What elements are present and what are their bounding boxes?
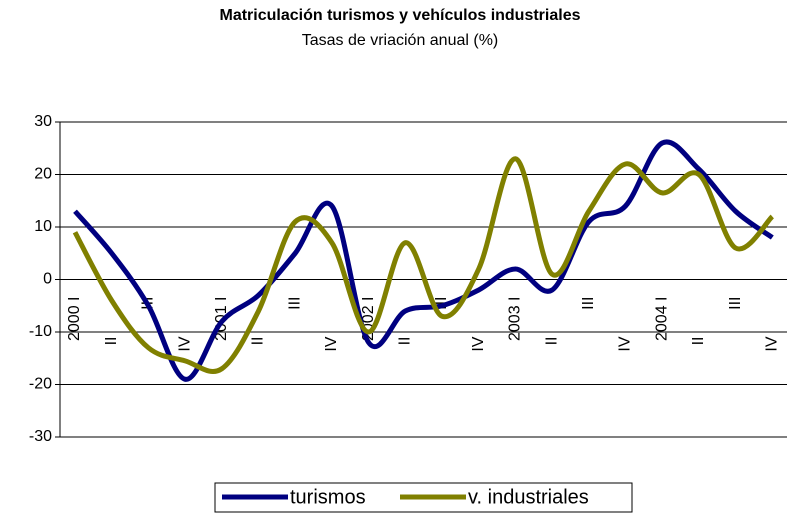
x-tick-label: III: [727, 297, 744, 310]
y-tick-label: 20: [34, 166, 52, 183]
x-tick-label: IV: [176, 336, 193, 351]
x-tick-label: II: [397, 337, 414, 346]
series-line: [73, 139, 774, 382]
x-tick-label: III: [286, 297, 303, 310]
x-tick-label: II: [250, 337, 267, 346]
legend-label: turismos: [290, 486, 366, 508]
x-tick-label: IV: [323, 336, 340, 351]
y-tick-label: 30: [34, 113, 52, 130]
x-tick-label: 2003 I: [507, 297, 524, 341]
x-tick-label: II: [543, 337, 560, 346]
x-tick-label: 2004 I: [653, 297, 670, 341]
x-tick-label: II: [103, 337, 120, 346]
x-tick-label: IV: [617, 336, 634, 351]
x-tick-label: IV: [764, 336, 781, 351]
y-tick-label: -30: [29, 428, 52, 445]
legend-label: v. industriales: [468, 486, 589, 508]
x-tick-label: 2000 I: [66, 297, 83, 341]
y-tick-label: 0: [43, 271, 52, 288]
x-tick-label: IV: [470, 336, 487, 351]
x-tick-label: II: [690, 337, 707, 346]
y-tick-label: -10: [29, 323, 52, 340]
legend: turismos v. industriales: [214, 482, 633, 513]
chart-title: Matriculación turismos y vehículos indus…: [220, 7, 581, 24]
chart-subtitle: Tasas de vriación anual (%): [302, 32, 499, 49]
y-tick-label: -20: [29, 376, 52, 393]
series-line: [72, 156, 775, 374]
y-tick-label: 10: [34, 218, 52, 235]
x-tick-label: III: [580, 297, 597, 310]
